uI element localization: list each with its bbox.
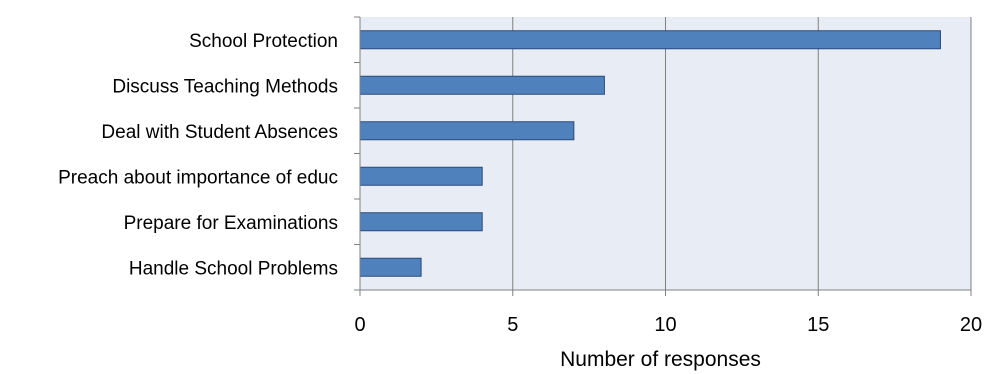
category-label: School Protection xyxy=(189,31,338,52)
category-label: Prepare for Examinations xyxy=(124,213,338,234)
bar xyxy=(359,121,575,141)
category-label: Preach about importance of educ xyxy=(58,167,338,188)
category-label: Deal with Student Absences xyxy=(101,122,338,143)
x-tick-label: 20 xyxy=(960,314,982,336)
x-tick-label: 15 xyxy=(807,314,829,336)
axis-layer xyxy=(354,16,972,296)
x-axis-title: Number of responses xyxy=(560,348,761,371)
bar-layer xyxy=(359,30,941,277)
x-tick-label: 0 xyxy=(354,314,365,336)
bar xyxy=(359,75,605,95)
x-tick-label: 10 xyxy=(654,314,676,336)
bar xyxy=(359,166,483,186)
x-tick-label: 5 xyxy=(507,314,518,336)
grid-layer xyxy=(512,17,972,290)
label-layer: 0 5 10 15 20 School Protection Discuss Teachin… xyxy=(58,31,982,336)
bar xyxy=(359,212,483,232)
category-label: Handle School Problems xyxy=(129,258,338,279)
bar xyxy=(359,257,422,277)
category-label: Discuss Teaching Methods xyxy=(112,76,338,97)
bar xyxy=(359,30,941,50)
